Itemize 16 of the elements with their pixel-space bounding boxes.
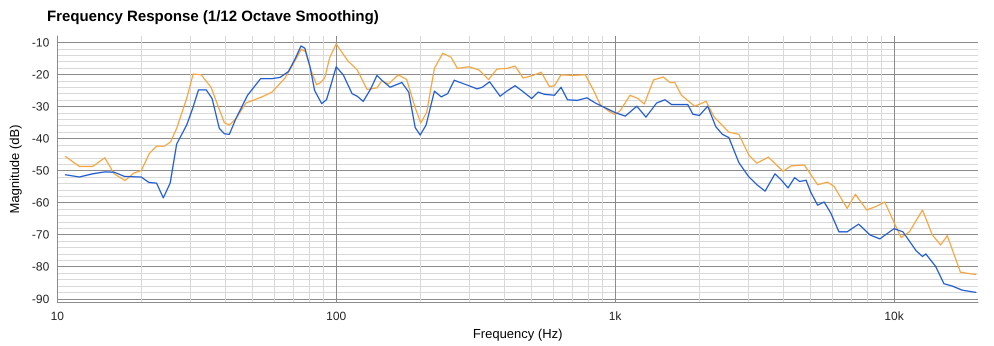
y-tick-label: -20 xyxy=(32,67,50,82)
x-tick-label: 1k xyxy=(608,309,622,323)
y-tick-label: -80 xyxy=(32,260,50,274)
x-tick-label: 10 xyxy=(50,309,64,323)
x-tick-label: 10k xyxy=(884,309,905,323)
y-tick-label: -40 xyxy=(32,132,50,146)
y-tick-label: -70 xyxy=(32,228,50,242)
y-axis-title: Magnitude (dB) xyxy=(7,124,22,214)
y-tick-label: -90 xyxy=(32,292,50,306)
x-tick-label: 100 xyxy=(326,309,347,323)
x-axis-title: Frequency (Hz) xyxy=(472,326,562,341)
y-tick-label: -10 xyxy=(32,35,50,50)
y-tick-label: -60 xyxy=(32,196,50,210)
chart-title: Frequency Response (1/12 Octave Smoothing) xyxy=(47,8,379,25)
y-tick-label: -30 xyxy=(32,100,50,114)
y-tick-label: -50 xyxy=(32,164,50,178)
